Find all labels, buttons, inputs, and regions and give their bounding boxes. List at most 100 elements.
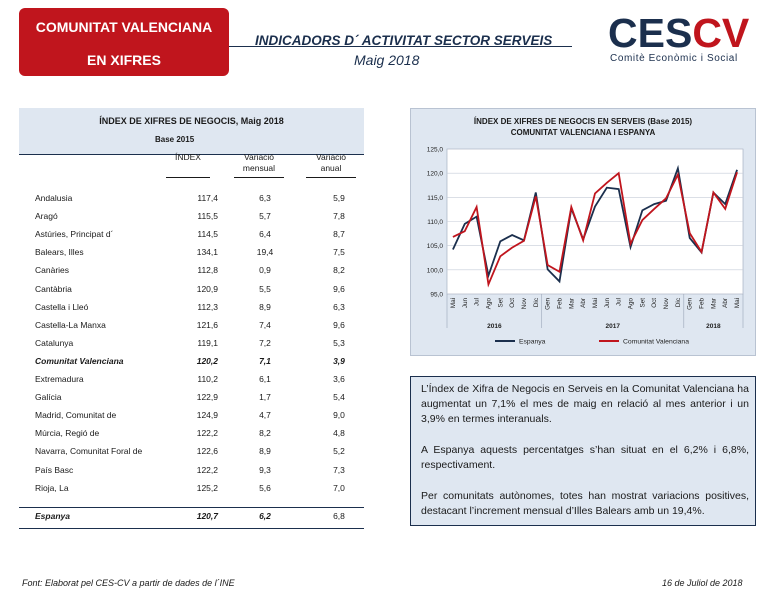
page-subtitle: Maig 2018 <box>354 52 420 68</box>
x-tick-label: Jun <box>604 298 611 309</box>
table-cell-monthly: 7,1 <box>259 355 271 366</box>
table-cell-name: Balears, Illes <box>35 247 84 258</box>
table-row: Cantàbria 120,9 5,5 9,6 <box>35 284 355 302</box>
table-cell-monthly: 8,2 <box>259 428 271 439</box>
table-row: Andalusia 117,4 6,3 5,9 <box>35 193 355 211</box>
x-tick-label: Mai <box>592 298 599 308</box>
table-cell-index: 112,8 <box>197 265 218 276</box>
table-row: Canàries 112,8 0,9 8,2 <box>35 265 355 283</box>
table-cell-index: 122,2 <box>196 428 218 439</box>
x-tick-label: Abr <box>580 298 587 308</box>
table-row: Extremadura 110,2 6,1 3,6 <box>35 374 355 392</box>
series-line-comunitat-valenciana <box>452 171 738 288</box>
table-cell-name: Astúries, Principat d´ <box>35 229 114 240</box>
chart-subtitle: COMUNITAT VALENCIANA I ESPANYA <box>510 128 656 137</box>
table-cell-name: Madrid, Comunitat de <box>35 410 117 421</box>
x-tick-label: Feb <box>556 298 563 309</box>
table-cell-annual: 9,6 <box>333 319 345 330</box>
year-label: 2017 <box>606 323 621 330</box>
table-cell-name: Castella i Lleó <box>35 301 89 312</box>
y-tick-label: 125,0 <box>427 147 444 154</box>
table-cell-annual: 3,9 <box>333 355 345 366</box>
y-tick-label: 110,0 <box>427 219 443 226</box>
table-cell-monthly: 8,9 <box>259 446 271 457</box>
table-cell-annual: 6,3 <box>333 301 345 312</box>
table-base: Base 2015 <box>155 135 195 144</box>
table-cell-name: Canàries <box>35 265 70 276</box>
table-cell-name: Aragó <box>35 211 58 222</box>
commentary-box: L’Índex de Xifra de Negocis en Serveis e… <box>410 376 756 526</box>
table-cell-annual: 5,3 <box>333 337 345 348</box>
table-cell-monthly: 9,3 <box>259 464 271 475</box>
legend-label: Espanya <box>519 339 546 346</box>
table-cell-monthly: 5,5 <box>259 283 271 294</box>
table-cell-name: Andalusia <box>35 193 73 203</box>
line-chart: 95,0 100,0 105,0 110,0 115,0 120,0 125,0 Mai Jun… <box>427 147 744 346</box>
table-row: Rioja, La 125,2 5,6 7,0 <box>35 483 355 501</box>
table-cell-monthly: 6,4 <box>259 229 271 240</box>
table-cell-name: Extremadura <box>35 374 84 384</box>
x-tick-label: Oct <box>651 298 658 308</box>
badge-line-2: EN XIFRES <box>87 52 161 68</box>
table-cell-annual: 9,0 <box>333 410 345 421</box>
table-cell-index: 114,5 <box>197 229 218 240</box>
table-cell-index: 124,9 <box>196 410 218 421</box>
table-row: Múrcia, Regió de 122,2 8,2 4,8 <box>35 428 355 446</box>
table-cell-monthly: 6,1 <box>259 374 271 384</box>
y-tick-label: 120,0 <box>427 171 444 178</box>
table-cell-annual: 5,2 <box>333 446 345 457</box>
col-header-index: ÍNDEX <box>166 152 210 178</box>
table-cell-annual: 4,8 <box>333 428 345 439</box>
table-cell-name: País Basc <box>35 464 74 475</box>
table-bottom-rule <box>19 528 364 529</box>
table-cell-monthly: 7,2 <box>259 337 271 348</box>
x-tick-label: Ago <box>628 298 635 310</box>
table-row: Castella-La Manxa 121,6 7,4 9,6 <box>35 320 355 338</box>
table-cell-index: 120,9 <box>196 283 218 294</box>
x-tick-label: Dic <box>675 298 682 307</box>
table-cell-index: 119,1 <box>197 337 218 348</box>
table-cell-annual: 7,3 <box>333 464 345 475</box>
commentary-paragraph-2: A Espanya aquests percentatges s’han sit… <box>421 444 749 471</box>
table-cell-index: 134,1 <box>196 247 218 258</box>
y-tick-label: 95,0 <box>430 292 443 299</box>
table-row: Madrid, Comunitat de 124,9 4,7 9,0 <box>35 410 355 428</box>
x-tick-label: Feb <box>699 298 706 309</box>
logo-word-ces: CES <box>608 10 693 56</box>
region-badge: COMUNITAT VALENCIANA EN XIFRES <box>19 8 229 76</box>
table-cell-annual: 3,6 <box>333 374 345 384</box>
table-row: Castella i Lleó 112,3 8,9 6,3 <box>35 302 355 320</box>
table-cell-annual: 5,4 <box>333 392 345 403</box>
table-cell-annual: 7,5 <box>333 247 345 258</box>
x-tick-label: Set <box>639 298 646 308</box>
table-cell-monthly: 5,7 <box>259 211 271 222</box>
table-cell-annual: 8,2 <box>333 265 345 276</box>
series-line-espanya <box>452 164 738 284</box>
commentary-paragraph-1: L’Índex de Xifra de Negocis en Serveis e… <box>421 383 749 425</box>
table-cell-name: Castella-La Manxa <box>35 319 106 330</box>
business-index-table: ÍNDEX DE XIFRES DE NEGOCIS, Maig 2018 Ba… <box>19 108 364 154</box>
table-cell-index: 110,2 <box>197 374 218 384</box>
chart-title: ÍNDEX DE XIFRES DE NEGOCIS EN SERVEIS (B… <box>473 117 693 126</box>
table-title: ÍNDEX DE XIFRES DE NEGOCIS, Maig 2018 <box>99 116 284 126</box>
table-cell-index: 121,6 <box>196 319 218 330</box>
table-cell-annual: 7,8 <box>333 211 345 222</box>
table-cell-annual: 5,9 <box>333 193 345 203</box>
table-cell-monthly: 7,4 <box>259 319 271 330</box>
x-tick-label: Set <box>497 298 504 308</box>
table-cell-name: Rioja, La <box>35 482 69 493</box>
logo-word-cv: CV <box>692 10 750 56</box>
table-row: Catalunya 119,1 7,2 5,3 <box>35 338 355 356</box>
x-tick-label: Jul <box>474 298 481 306</box>
ces-cv-logo: CESCV Comitè Econòmic i Social <box>608 10 768 68</box>
x-tick-label: Mar <box>710 298 717 309</box>
x-tick-label: Jun <box>462 298 469 309</box>
table-cell-name: Múrcia, Regió de <box>35 428 100 439</box>
badge-line-1: COMUNITAT VALENCIANA <box>35 19 213 35</box>
table-cell-index: 120,2 <box>196 355 218 366</box>
logo-subtitle: Comitè Econòmic i Social <box>610 53 738 64</box>
table-row: Comunitat Valenciana 120,2 7,1 3,9 <box>35 356 355 374</box>
table-row: Astúries, Principat d´ 114,5 6,4 8,7 <box>35 229 355 247</box>
x-tick-label: Gen <box>545 298 552 310</box>
table-row: Galícia 122,9 1,7 5,4 <box>35 392 355 410</box>
